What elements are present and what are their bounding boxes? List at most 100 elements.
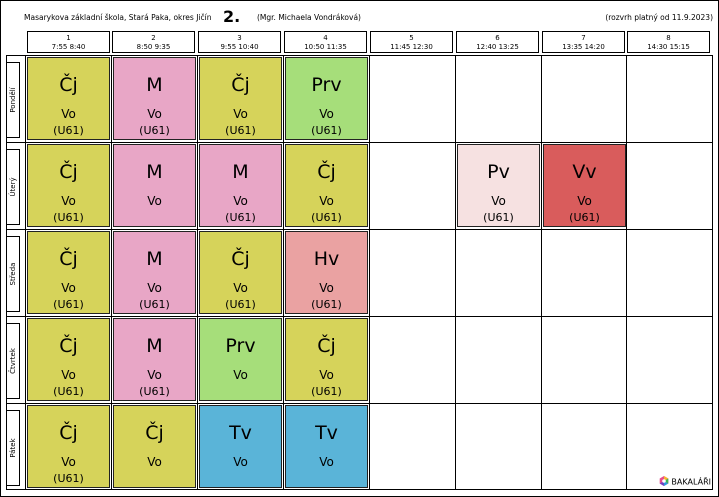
- grid-line: [197, 55, 198, 490]
- lesson-room: (U61): [311, 211, 342, 224]
- period-header: 4 10:50 11:35: [284, 31, 367, 53]
- lesson-subject: Hv: [313, 248, 340, 270]
- lesson-subject: M: [146, 74, 163, 96]
- lesson-teacher: Vo: [147, 107, 162, 121]
- lesson-subject: Prv: [311, 74, 342, 96]
- period-number: 3: [237, 34, 242, 42]
- lesson-tile[interactable]: Čj Vo (U61): [199, 231, 282, 314]
- lesson-tile[interactable]: Čj Vo (U61): [27, 318, 110, 401]
- day-label-friday: Pátek: [6, 410, 20, 486]
- day-label-wednesday: Středa: [6, 236, 20, 312]
- lesson-subject: Čj: [59, 74, 78, 96]
- lesson-tile[interactable]: Tv Vo: [199, 405, 282, 488]
- lesson-subject: Čj: [317, 335, 336, 357]
- lesson-subject: M: [146, 335, 163, 357]
- lesson-teacher: Vo: [147, 281, 162, 295]
- lesson-tile[interactable]: M Vo: [113, 144, 196, 227]
- grid-line: [6, 229, 713, 230]
- period-header: 2 8:50 9:35: [112, 31, 195, 53]
- lesson-room: (U61): [53, 211, 84, 224]
- grid-line: [6, 489, 713, 490]
- lesson-room: (U61): [311, 385, 342, 398]
- lesson-teacher: Vo: [233, 281, 248, 295]
- period-number: 6: [495, 34, 500, 42]
- lesson-tile[interactable]: Prv Vo (U61): [285, 57, 368, 140]
- grid-line: [25, 55, 26, 490]
- day-label-thursday: Čtvrtek: [6, 323, 20, 399]
- lesson-teacher: Vo: [577, 194, 592, 208]
- lesson-room: (U61): [225, 124, 256, 137]
- lesson-tile[interactable]: M Vo (U61): [113, 231, 196, 314]
- lesson-tile[interactable]: Čj Vo (U61): [27, 144, 110, 227]
- lesson-tile[interactable]: Čj Vo (U61): [27, 57, 110, 140]
- lesson-subject: Čj: [59, 248, 78, 270]
- period-number: 5: [409, 34, 414, 42]
- period-header: 5 11:45 12:30: [370, 31, 453, 53]
- lesson-tile[interactable]: Vv Vo (U61): [543, 144, 626, 227]
- lesson-subject: Pv: [487, 161, 510, 183]
- lesson-room: (U61): [483, 211, 514, 224]
- lesson-teacher: Vo: [61, 194, 76, 208]
- bakalari-logo-icon: [659, 476, 669, 488]
- period-time: 9:55 10:40: [220, 42, 259, 51]
- lesson-teacher: Vo: [147, 368, 162, 382]
- grid-line: [626, 55, 627, 490]
- lesson-subject: Tv: [315, 422, 338, 444]
- period-number: 4: [323, 34, 328, 42]
- lesson-tile[interactable]: Čj Vo (U61): [199, 57, 282, 140]
- lesson-teacher: Vo: [61, 107, 76, 121]
- lesson-tile[interactable]: Čj Vo (U61): [285, 144, 368, 227]
- lesson-teacher: Vo: [319, 107, 334, 121]
- lesson-tile[interactable]: Čj Vo (U61): [27, 231, 110, 314]
- lesson-subject: M: [232, 161, 249, 183]
- bakalari-logo: BAKALÁŘI: [659, 476, 711, 488]
- period-time: 13:35 14:20: [562, 42, 605, 51]
- lesson-teacher: Vo: [319, 455, 334, 469]
- lesson-teacher: Vo: [319, 368, 334, 382]
- period-time: 11:45 12:30: [390, 42, 433, 51]
- lesson-tile[interactable]: M Vo (U61): [113, 318, 196, 401]
- grid-line: [6, 316, 713, 317]
- period-header: 7 13:35 14:20: [542, 31, 625, 53]
- lesson-tile[interactable]: Tv Vo: [285, 405, 368, 488]
- grid-line: [712, 55, 713, 490]
- lesson-teacher: Vo: [233, 368, 248, 382]
- lesson-subject: Vv: [572, 161, 597, 183]
- period-time: 10:50 11:35: [304, 42, 347, 51]
- lesson-subject: Čj: [145, 422, 164, 444]
- lesson-tile[interactable]: M Vo (U61): [199, 144, 282, 227]
- period-number: 7: [581, 34, 586, 42]
- lesson-subject: Prv: [225, 335, 256, 357]
- grid-line: [111, 55, 112, 490]
- grid-line: [6, 55, 713, 56]
- lesson-teacher: Vo: [233, 194, 248, 208]
- grid-line: [541, 55, 542, 490]
- class-teacher: (Mgr. Michaela Vondráková): [257, 13, 361, 22]
- lesson-tile[interactable]: Čj Vo (U61): [285, 318, 368, 401]
- lesson-tile[interactable]: Čj Vo: [113, 405, 196, 488]
- lesson-room: (U61): [53, 385, 84, 398]
- lesson-subject: Čj: [231, 248, 250, 270]
- lesson-subject: Čj: [231, 74, 250, 96]
- lesson-room: (U61): [53, 472, 84, 485]
- valid-from: (rozvrh platný od 11.9.2023): [605, 13, 713, 22]
- lesson-room: (U61): [53, 124, 84, 137]
- lesson-teacher: Vo: [147, 194, 162, 208]
- period-number: 8: [666, 34, 671, 42]
- lesson-subject: Čj: [317, 161, 336, 183]
- grid-line: [283, 55, 284, 490]
- lesson-room: (U61): [53, 298, 84, 311]
- lesson-room: (U61): [139, 298, 170, 311]
- lesson-room: (U61): [139, 385, 170, 398]
- lesson-tile[interactable]: Prv Vo: [199, 318, 282, 401]
- lesson-subject: Tv: [229, 422, 252, 444]
- lesson-teacher: Vo: [319, 281, 334, 295]
- lesson-teacher: Vo: [147, 455, 162, 469]
- lesson-tile[interactable]: M Vo (U61): [113, 57, 196, 140]
- lesson-tile[interactable]: Čj Vo (U61): [27, 405, 110, 488]
- lesson-tile[interactable]: Pv Vo (U61): [457, 144, 540, 227]
- period-header: 8 14:30 15:15: [627, 31, 710, 53]
- lesson-tile[interactable]: Hv Vo (U61): [285, 231, 368, 314]
- lesson-subject: M: [146, 248, 163, 270]
- grid-line: [369, 55, 370, 490]
